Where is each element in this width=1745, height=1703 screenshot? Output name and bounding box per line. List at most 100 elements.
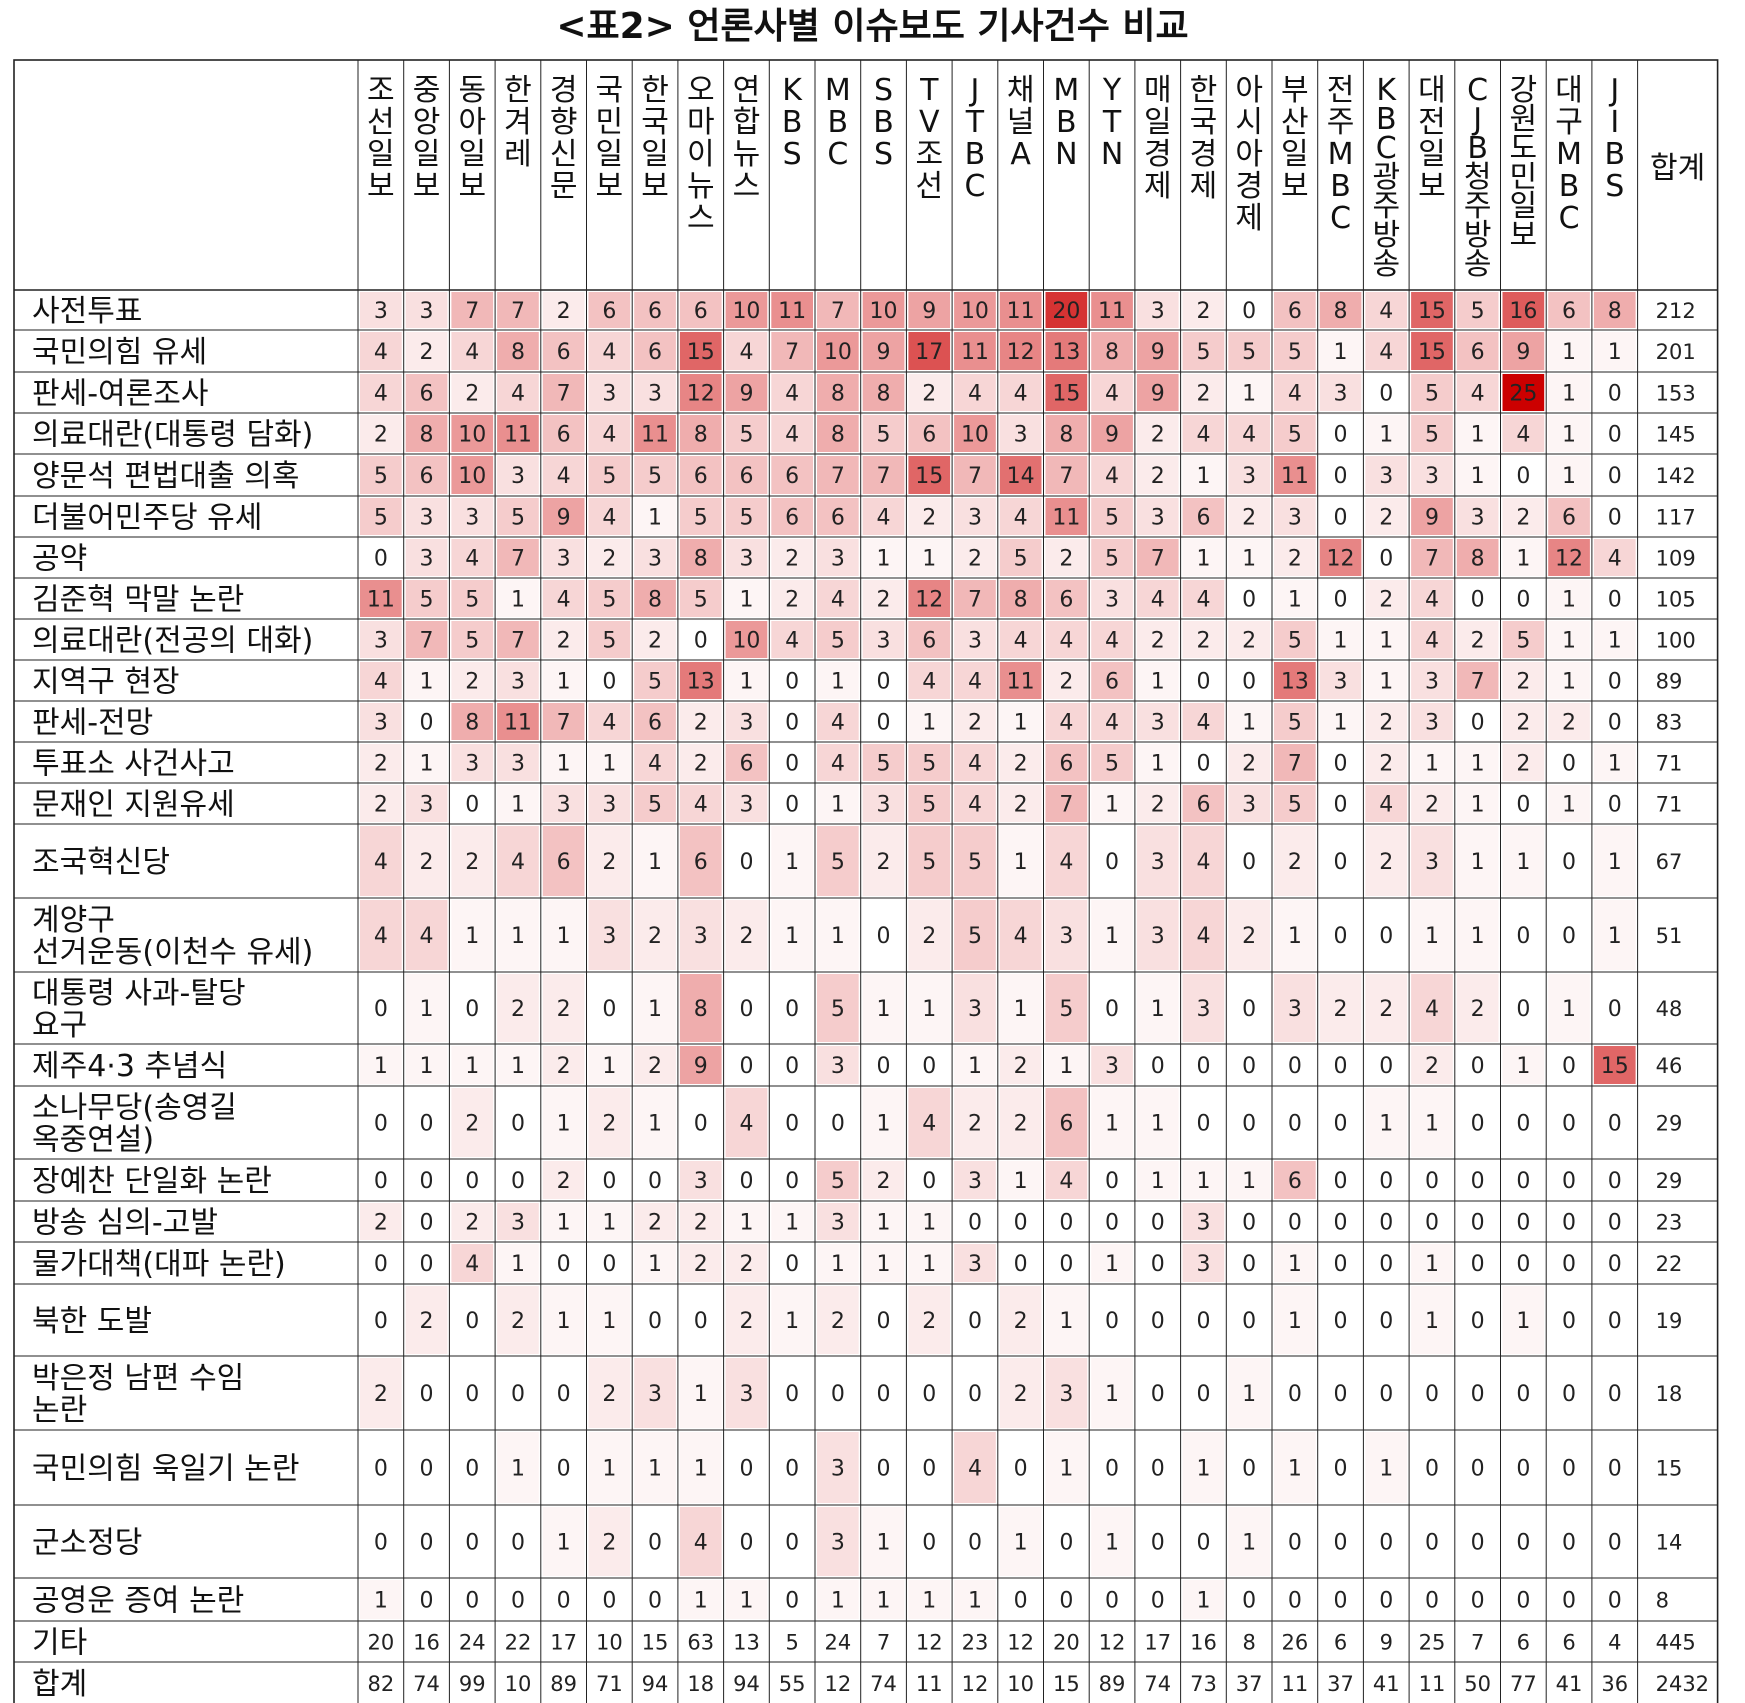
cell-value: 0 [1562,1589,1576,1614]
cell-value: 0 [1288,1531,1302,1556]
cell-value: 0 [1242,850,1256,875]
cell-value: 0 [922,1531,936,1556]
heat-cell [725,1286,768,1354]
cell-value: 5 [694,588,708,613]
heat-cell [1045,1161,1088,1199]
heat-cell [1548,1507,1590,1576]
heat-cell [1319,621,1362,658]
cell-value: 0 [1516,997,1530,1022]
cell-value: 5 [465,629,479,654]
heat-cell [497,662,539,699]
cell-value: 0 [1151,1054,1165,1079]
cell-value: 5 [374,506,388,531]
heat-cell [1045,785,1088,822]
heat-cell [1045,498,1088,535]
cell-value: 1 [420,670,434,695]
heat-cell [405,826,448,896]
cell-value: 11 [504,423,532,448]
heat-cell [360,456,402,494]
cell-value: 1 [557,1531,571,1556]
cell-value: 1 [1014,1531,1028,1556]
heat-cell [1593,1286,1636,1354]
heat-cell [1228,539,1270,576]
cell-value: 10 [1007,1672,1034,1696]
cell-value: 0 [1425,1382,1439,1407]
cell-value: 1 [1334,711,1348,736]
heat-cell [817,1203,859,1240]
cell-value: 5 [877,423,891,448]
heat-cell [725,580,768,617]
cell-value: 7 [1151,547,1165,572]
cell-value: 6 [785,464,799,489]
heat-cell [679,1161,722,1199]
heat-cell [908,744,951,781]
heat-cell [725,1244,768,1282]
cell-value: 3 [648,1382,662,1407]
heat-cell [634,662,676,699]
cell-value: 2 [1014,1382,1028,1407]
heat-cell [1593,580,1636,617]
heat-cell [1091,1244,1133,1282]
cell-value: 2 [831,1309,845,1334]
row-total: 67 [1656,850,1683,874]
row-total: 8 [1656,1589,1669,1613]
heat-cell [1274,744,1316,781]
heat-cell [1502,1203,1545,1240]
heat-cell [1045,1046,1088,1084]
cell-value: 1 [877,1211,891,1236]
cell-value: 2 [648,1211,662,1236]
heat-cell [1182,662,1225,699]
cell-value: 0 [465,793,479,818]
cell-value: 0 [1608,464,1622,489]
cell-value: 4 [1059,629,1073,654]
heat-cell [999,1088,1042,1157]
heat-cell [588,415,631,452]
cell-value: 12 [915,588,943,613]
column-header-char: C [1559,201,1580,236]
heat-cell [1502,1286,1545,1354]
cell-value: 5 [465,588,479,613]
cell-value: 0 [1288,1054,1302,1079]
heat-cell [1411,1046,1453,1084]
row-total: 142 [1656,464,1696,488]
heat-cell [1319,1161,1362,1199]
cell-value: 89 [1099,1672,1126,1696]
cell-value: 0 [1471,711,1485,736]
cell-value: 2 [1242,629,1256,654]
column-header-char: B [828,105,849,140]
heat-cell [1502,785,1545,822]
heat-cell [862,826,905,896]
cell-value: 1 [602,1457,616,1482]
row-label: 소나무당(송영길 [32,1091,237,1126]
cell-value: 2 [694,1252,708,1277]
row-label: 군소정당 [32,1526,142,1561]
heat-cell [588,1161,631,1199]
cell-value: 0 [1242,670,1256,695]
cell-value: 1 [1196,1169,1210,1194]
heat-cell [999,1507,1042,1576]
heat-cell [954,744,996,781]
cell-value: 5 [831,629,845,654]
cell-value: 8 [831,423,845,448]
cell-value: 4 [1105,382,1119,407]
heat-cell [1411,1203,1453,1240]
heat-cell [862,1507,905,1576]
cell-value: 0 [1379,1211,1393,1236]
cell-value: 1 [1242,711,1256,736]
cell-value: 0 [1105,997,1119,1022]
cell-value: 7 [877,1631,890,1655]
cell-value: 2 [1425,1054,1439,1079]
column-header-char: B [1559,169,1580,204]
heat-cell [1091,785,1133,822]
cell-value: 2 [1196,299,1210,324]
cell-value: 55 [779,1672,806,1696]
cell-value: 2 [602,850,616,875]
heat-cell [1548,1046,1590,1084]
cell-value: 0 [420,1252,434,1277]
cell-value: 2 [374,1382,388,1407]
cell-value: 0 [374,1252,388,1277]
cell-value: 0 [465,1309,479,1334]
cell-value: 0 [739,850,753,875]
cell-value: 1 [1196,464,1210,489]
cell-value: 2 [465,1112,479,1137]
